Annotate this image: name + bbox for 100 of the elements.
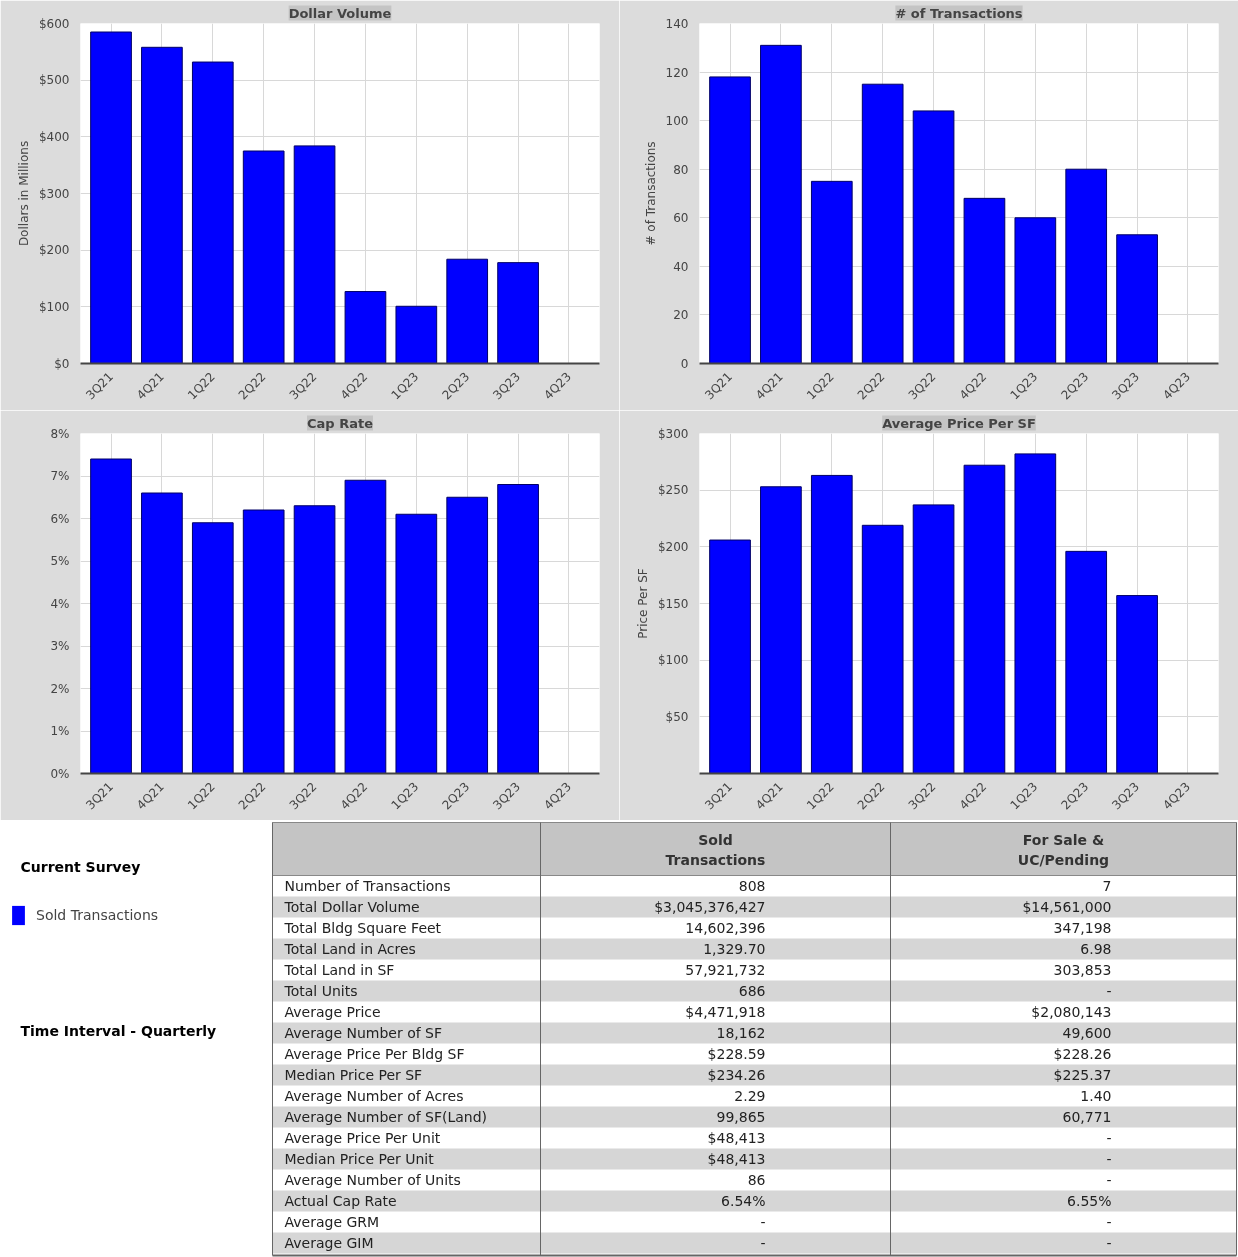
bar xyxy=(293,145,336,364)
y-tick-label: $150 xyxy=(657,596,689,611)
text: - xyxy=(1106,1172,1112,1188)
y-tick-label: 1% xyxy=(50,724,70,738)
chart-title: Dollar Volume xyxy=(288,5,392,21)
bar xyxy=(1014,217,1057,364)
text: 6.54% xyxy=(721,1193,766,1209)
text: 99,865 xyxy=(716,1109,766,1125)
text: $228.59 xyxy=(707,1046,766,1062)
y-tick-label: $250 xyxy=(657,483,689,498)
text: 49,600 xyxy=(1062,1025,1112,1041)
bar xyxy=(1116,595,1158,774)
y-tick-label: $400 xyxy=(38,129,70,144)
text: 1.40 xyxy=(1080,1088,1112,1104)
y-tick-label: 0% xyxy=(50,766,70,781)
y-tick-label: $200 xyxy=(38,243,70,258)
text: - xyxy=(1106,1235,1112,1251)
y-tick-label: $100 xyxy=(657,653,689,668)
text: - xyxy=(1106,1151,1112,1167)
text: $48,413 xyxy=(707,1151,766,1167)
bar xyxy=(344,479,387,774)
text: 18,162 xyxy=(716,1025,766,1041)
y-tick-label: 6% xyxy=(50,511,70,526)
category-label: Total Units xyxy=(284,983,358,999)
text: 86 xyxy=(747,1172,766,1188)
category-label: For Sale & UC/Pending xyxy=(1017,832,1110,868)
bar xyxy=(861,524,904,774)
category-label: Average Number of Acres xyxy=(284,1088,464,1104)
y-tick-label: 2% xyxy=(50,681,70,696)
y-tick-label: $300 xyxy=(38,186,70,201)
category-label: Total Land in Acres xyxy=(284,941,416,957)
category-label: Median Price Per SF xyxy=(284,1067,423,1083)
text: Time Interval - Quarterly xyxy=(20,1022,217,1039)
y-axis-title: Price Per SF xyxy=(635,568,650,639)
chart-title: Cap Rate xyxy=(307,415,374,431)
text: 7 xyxy=(1102,878,1112,894)
bar xyxy=(709,539,751,774)
text: 57,921,732 xyxy=(685,962,766,978)
y-tick-label: $50 xyxy=(665,709,689,724)
bar xyxy=(760,486,802,774)
bar xyxy=(861,83,904,364)
category-label: Total Bldg Square Feet xyxy=(284,920,442,936)
bar xyxy=(141,46,183,364)
text: 60,771 xyxy=(1062,1109,1112,1125)
category-label: Average Number of SF xyxy=(284,1025,443,1041)
bar xyxy=(497,262,539,364)
y-tick-label: $200 xyxy=(657,539,689,554)
bar xyxy=(446,258,489,364)
category-label: Average Price Per Unit xyxy=(284,1130,441,1146)
text: 1,329.70 xyxy=(703,941,766,957)
bar xyxy=(395,513,438,774)
text: $225.37 xyxy=(1053,1067,1112,1083)
chart-title: Average Price Per SF xyxy=(882,415,1036,431)
y-tick-label: 4% xyxy=(50,596,70,611)
y-tick-label: $500 xyxy=(38,73,70,88)
chart-title: # of Transactions xyxy=(895,5,1023,21)
category-label: Number of Transactions xyxy=(284,878,451,894)
y-tick-label: $600 xyxy=(38,16,70,31)
bar xyxy=(963,197,1006,364)
bar xyxy=(1116,234,1158,364)
y-tick-label: 120 xyxy=(665,65,689,80)
bar xyxy=(191,61,234,364)
bar xyxy=(1065,550,1108,774)
y-tick-label: 5% xyxy=(50,554,70,568)
text: $14,561,000 xyxy=(1022,899,1112,915)
text: 6.55% xyxy=(1067,1193,1112,1209)
bar xyxy=(141,492,183,774)
text: 303,853 xyxy=(1053,962,1112,978)
category-label: Average Number of Units xyxy=(284,1172,461,1188)
category-label: Total Land in SF xyxy=(284,962,395,978)
bar xyxy=(912,110,955,364)
category-label: Median Price Per Unit xyxy=(284,1151,434,1167)
y-tick-label: 140 xyxy=(665,17,689,31)
text: 14,602,396 xyxy=(685,920,766,936)
y-tick-label: $0 xyxy=(54,356,70,371)
y-tick-label: $300 xyxy=(657,426,689,441)
y-tick-label: 3% xyxy=(50,639,70,653)
y-tick-label: $100 xyxy=(38,299,70,314)
category-label: Average GRM xyxy=(284,1214,380,1230)
legend-label: Sold Transactions xyxy=(36,907,159,923)
text: - xyxy=(1106,983,1112,999)
text: $234.26 xyxy=(707,1067,766,1083)
bar xyxy=(191,522,234,774)
text: 347,198 xyxy=(1053,920,1112,936)
text: 686 xyxy=(738,983,766,999)
text: 6.98 xyxy=(1080,941,1112,957)
category-label: Average Price xyxy=(284,1004,381,1020)
category-label: Total Dollar Volume xyxy=(284,899,420,915)
y-tick-label: 20 xyxy=(673,308,689,323)
bar xyxy=(497,484,539,774)
text: Current Survey xyxy=(20,858,141,875)
y-axis-title: Dollars in Millions xyxy=(16,140,31,247)
text: - xyxy=(1106,1214,1112,1230)
category-label: Average GIM xyxy=(284,1235,374,1251)
text: $4,471,918 xyxy=(685,1004,766,1020)
text: - xyxy=(1106,1130,1112,1146)
y-tick-label: 7% xyxy=(50,469,70,483)
text: 808 xyxy=(738,878,766,894)
bar xyxy=(1065,168,1108,364)
text: 2.29 xyxy=(734,1088,766,1104)
